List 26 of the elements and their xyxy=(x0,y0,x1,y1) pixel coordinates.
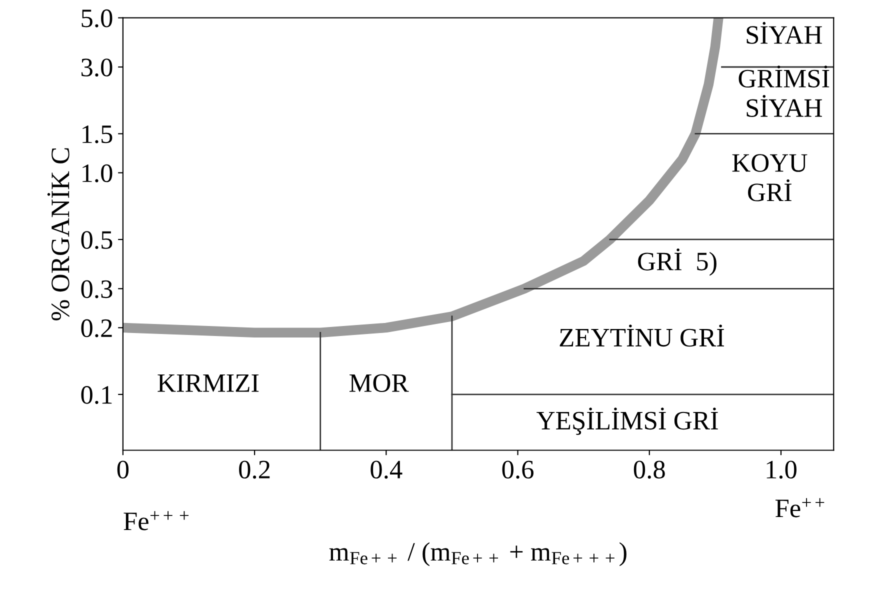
x-tick-label: 0.4 xyxy=(370,460,402,479)
annotation: GRİ 5) xyxy=(638,248,716,276)
x-tick-label: 0.8 xyxy=(634,460,665,479)
annotation: MOR xyxy=(349,374,409,392)
annotation: KOYU GRİ xyxy=(732,154,808,202)
x-tick-label: 0.2 xyxy=(239,460,270,479)
annotation: ZEYTİNU GRİ xyxy=(560,324,724,347)
y-tick-label: 0.5 xyxy=(81,231,112,250)
x-axis-title: m$_{Fe++}$ / (m$_{Fe++}$ + m$_{Fe+++}$) xyxy=(329,542,626,566)
x-tick-label: 0 xyxy=(117,460,129,479)
y-tick-label: 0.2 xyxy=(81,319,112,338)
y-tick-label: 0.3 xyxy=(81,280,112,298)
y-tick-label: 3.0 xyxy=(82,58,112,77)
annotation: SİYAH xyxy=(746,22,822,44)
text: Fe$^{+++}$ xyxy=(124,511,189,530)
y-tick-label: 0.1 xyxy=(81,386,112,404)
y-tick-label: 1.0 xyxy=(82,164,112,182)
annotation: YEŞİLİMSİ GRİ xyxy=(536,408,718,435)
text: Fe$^{++}$ xyxy=(775,498,824,518)
y-tick-label: 1.5 xyxy=(82,125,112,144)
x-tick-label: 0.6 xyxy=(502,460,534,479)
y-tick-label: 5.0 xyxy=(82,9,112,28)
x-tick-label: 1.0 xyxy=(766,460,796,479)
y-axis-title: % ORGANİK C xyxy=(47,148,70,320)
annotation: KIRMIZI xyxy=(158,374,259,392)
annotation: GRİMSİ SİYAH xyxy=(738,66,830,117)
